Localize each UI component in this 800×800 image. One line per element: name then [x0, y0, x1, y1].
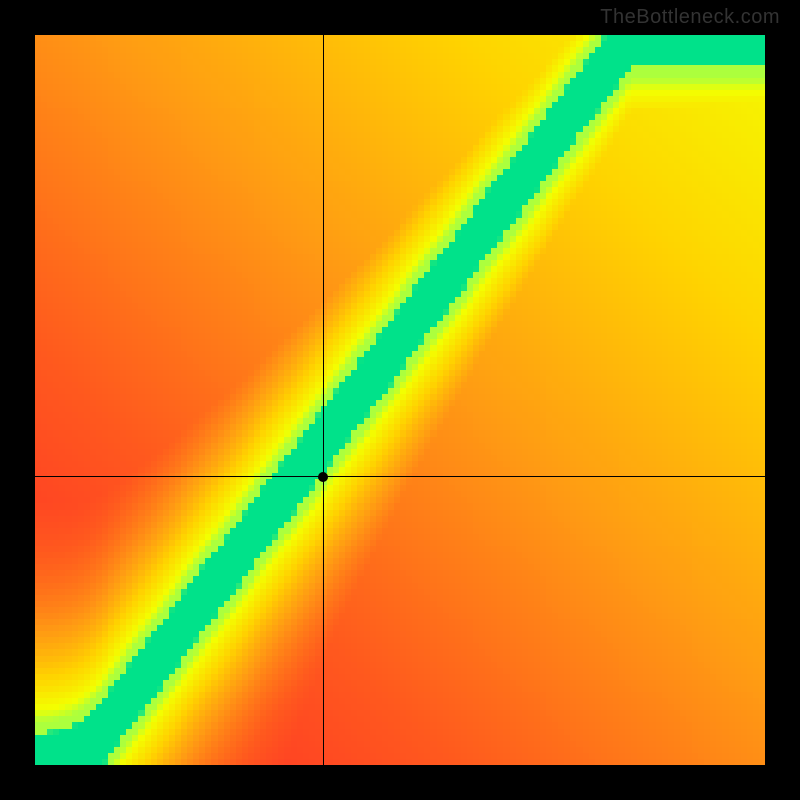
heatmap-canvas	[35, 35, 765, 765]
watermark-text: TheBottleneck.com	[600, 6, 780, 29]
plot-area	[35, 35, 765, 765]
crosshair-vertical	[323, 35, 324, 765]
crosshair-marker-dot	[318, 472, 328, 482]
crosshair-horizontal	[35, 476, 765, 477]
